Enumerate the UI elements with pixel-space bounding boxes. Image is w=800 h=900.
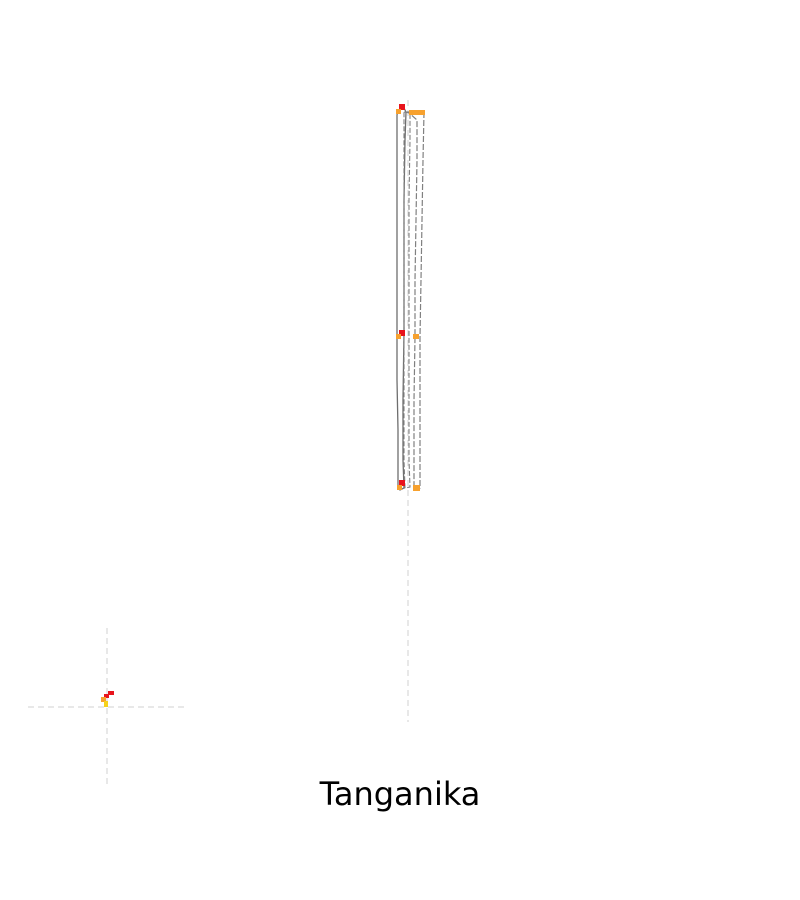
lake-outline-right — [406, 111, 425, 490]
marker-bottom-orange-b — [413, 485, 420, 491]
inset-marker-yellow — [104, 701, 108, 707]
inset-marker-red-a — [108, 691, 114, 695]
marker-mid-orange-b — [413, 334, 419, 339]
crosshair-guides — [28, 100, 409, 788]
marker-bottom-red — [399, 480, 405, 486]
marker-top-orange-b — [409, 110, 425, 115]
marker-mid-orange-a — [396, 334, 401, 339]
marker-group — [396, 104, 425, 491]
marker-top-red — [399, 104, 405, 110]
inset-marker-red-b — [104, 694, 109, 698]
lake-outline-group — [396, 107, 425, 491]
marker-bottom-orange-a — [397, 485, 402, 490]
lake-title: Tanganika — [319, 775, 481, 813]
lake-outline-left — [396, 107, 407, 491]
marker-mid-red — [399, 330, 405, 336]
marker-top-orange-a — [396, 109, 401, 114]
inset-marker-orange — [101, 697, 106, 702]
inset-location-marker — [101, 691, 114, 707]
lake-outline-middle — [403, 111, 411, 489]
